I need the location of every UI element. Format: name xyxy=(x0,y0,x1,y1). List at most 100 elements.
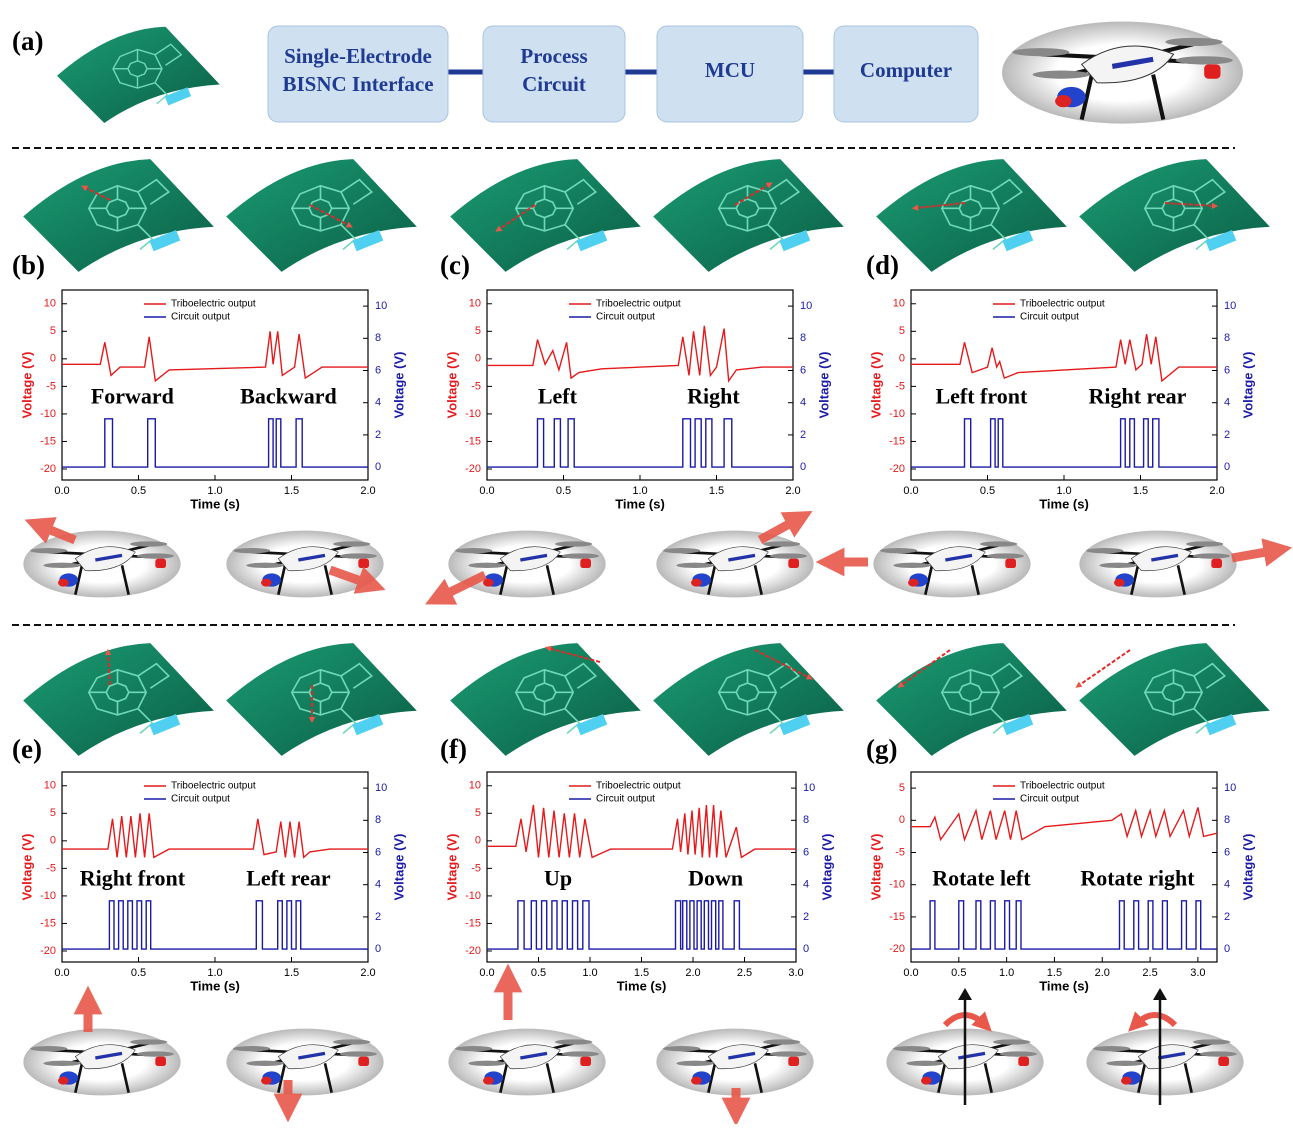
y2-tick-label: 0 xyxy=(375,943,381,955)
y2-tick-label: 2 xyxy=(803,911,809,923)
annotation: Rotate left xyxy=(932,865,1031,890)
x-tick-label: 0.5 xyxy=(980,485,995,497)
x-tick-label: 2.5 xyxy=(737,967,752,979)
x-tick-label: 0.5 xyxy=(131,967,146,979)
y-axis-label: Voltage (V) xyxy=(444,834,459,901)
y-tick-label: -10 xyxy=(889,879,905,891)
y2-tick-label: 4 xyxy=(375,879,381,891)
y-tick-label: -10 xyxy=(465,408,481,420)
legend-label: Triboelectric output xyxy=(171,781,256,792)
y-tick-label: 10 xyxy=(469,298,481,310)
y-tick-label: 5 xyxy=(50,807,56,819)
y2-axis-label: Voltage (V) xyxy=(391,352,406,419)
y2-tick-label: 10 xyxy=(375,300,387,312)
y2-tick-label: 8 xyxy=(375,332,381,344)
y2-tick-label: 4 xyxy=(1224,879,1230,891)
x-axis-label: Time (s) xyxy=(190,496,240,511)
y-tick-label: -5 xyxy=(895,846,905,858)
annotation: Right front xyxy=(80,865,186,890)
x-axis-label: Time (s) xyxy=(190,978,240,993)
y2-tick-label: 4 xyxy=(800,397,806,409)
panel-label: (e) xyxy=(12,734,42,764)
y-tick-label: -15 xyxy=(40,435,56,447)
y2-tick-label: 4 xyxy=(803,879,809,891)
y2-tick-label: 8 xyxy=(803,814,809,826)
flow-label: BISNC Interface xyxy=(282,72,433,96)
x-tick-label: 2.0 xyxy=(685,967,700,979)
legend-label: Triboelectric output xyxy=(596,299,681,310)
x-tick-label: 0.0 xyxy=(54,967,69,979)
series-line xyxy=(911,807,1217,839)
y2-tick-label: 6 xyxy=(1224,846,1230,858)
flow-label: Process xyxy=(520,44,587,68)
y-tick-label: 5 xyxy=(50,325,56,337)
legend-label: Triboelectric output xyxy=(171,299,256,310)
y2-tick-label: 10 xyxy=(803,782,815,794)
y2-tick-label: 10 xyxy=(800,300,812,312)
x-tick-label: 2.0 xyxy=(785,485,800,497)
x-tick-label: 0.0 xyxy=(479,967,494,979)
y-tick-label: -5 xyxy=(895,380,905,392)
panel-label: (f) xyxy=(440,734,467,764)
panel-label: (c) xyxy=(440,250,470,280)
x-axis-label: Time (s) xyxy=(1039,978,1089,993)
y-tick-label: -5 xyxy=(471,380,481,392)
y2-tick-label: 0 xyxy=(1224,461,1230,473)
y-tick-label: -20 xyxy=(889,943,905,955)
annotation: Rotate right xyxy=(1080,865,1195,890)
y-tick-label: 0 xyxy=(475,835,481,847)
y2-tick-label: 4 xyxy=(1224,397,1230,409)
y-tick-label: 10 xyxy=(893,298,905,310)
flow-label: Single-Electrode xyxy=(284,44,432,68)
series-line xyxy=(62,419,368,467)
annotation: Left front xyxy=(935,383,1028,408)
y-axis-label: Voltage (V) xyxy=(868,352,883,419)
legend-label: Triboelectric output xyxy=(1020,299,1105,310)
drones xyxy=(23,531,1243,1096)
y2-tick-label: 6 xyxy=(375,846,381,858)
annotation: Right xyxy=(687,383,740,408)
y-tick-label: -10 xyxy=(40,890,56,902)
flow-label: Circuit xyxy=(522,72,586,96)
y-tick-label: -10 xyxy=(889,408,905,420)
y-tick-label: -15 xyxy=(889,911,905,923)
x-tick-label: 2.0 xyxy=(360,485,375,497)
y-tick-label: -5 xyxy=(46,862,56,874)
x-tick-label: 2.0 xyxy=(1209,485,1224,497)
series-line xyxy=(911,901,1217,949)
y2-tick-label: 10 xyxy=(1224,782,1236,794)
y2-axis-label: Voltage (V) xyxy=(1240,834,1255,901)
x-tick-label: 1.0 xyxy=(999,967,1014,979)
y-tick-label: 5 xyxy=(899,325,905,337)
x-tick-label: 1.0 xyxy=(207,967,222,979)
flow-label: Computer xyxy=(860,58,952,82)
annotation: Forward xyxy=(91,383,174,408)
y-tick-label: -15 xyxy=(465,917,481,929)
series-line xyxy=(487,326,793,381)
x-tick-label: 0.0 xyxy=(479,485,494,497)
y2-tick-label: 0 xyxy=(375,461,381,473)
y2-tick-label: 6 xyxy=(803,846,809,858)
annotation: Backward xyxy=(240,383,337,408)
annotation: Left xyxy=(538,383,578,408)
figure: (a) Single-Electrode BISNC Interface Pro… xyxy=(0,0,1293,1124)
y-tick-label: -15 xyxy=(889,435,905,447)
y2-tick-label: 2 xyxy=(1224,911,1230,923)
y-tick-label: 0 xyxy=(899,814,905,826)
y-tick-label: -20 xyxy=(40,945,56,957)
y2-tick-label: 6 xyxy=(375,364,381,376)
y-tick-label: -20 xyxy=(465,945,481,957)
series-line xyxy=(487,901,796,949)
x-tick-label: 0.5 xyxy=(951,967,966,979)
legend-label: Circuit output xyxy=(1020,794,1079,805)
y2-tick-label: 8 xyxy=(1224,332,1230,344)
x-tick-label: 3.0 xyxy=(788,967,803,979)
y-tick-label: 0 xyxy=(475,353,481,365)
x-tick-label: 0.5 xyxy=(131,485,146,497)
y-tick-label: -15 xyxy=(465,435,481,447)
x-tick-label: 1.5 xyxy=(709,485,724,497)
y2-axis-label: Voltage (V) xyxy=(391,834,406,901)
y-tick-label: -20 xyxy=(40,463,56,475)
x-axis-label: Time (s) xyxy=(1039,496,1089,511)
x-tick-label: 0.5 xyxy=(556,485,571,497)
